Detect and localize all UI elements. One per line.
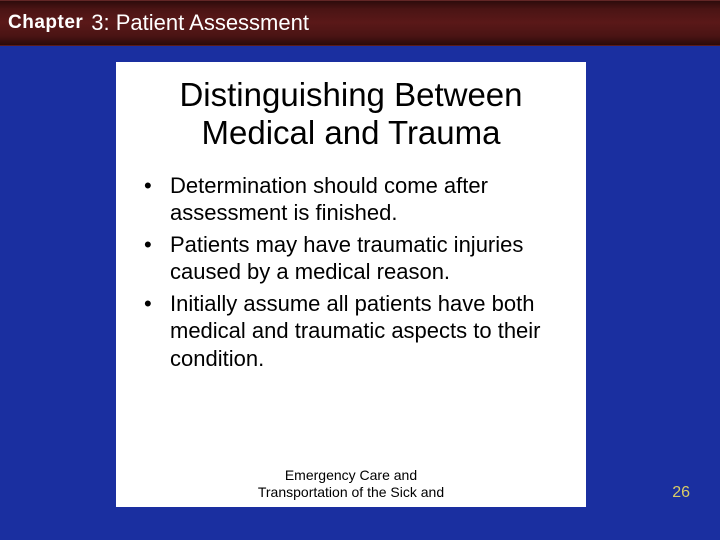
bullet-item: Determination should come after assessme… <box>144 172 562 227</box>
chapter-label: Chapter <box>8 12 83 34</box>
content-card: Distinguishing Between Medical and Traum… <box>116 62 586 507</box>
bullet-item: Patients may have traumatic injuries cau… <box>144 231 562 286</box>
chapter-title: 3: Patient Assessment <box>91 10 309 36</box>
footer-line: Transportation of the Sick and <box>116 484 586 501</box>
slide-title: Distinguishing Between Medical and Traum… <box>140 76 562 152</box>
header-bar: Chapter 3: Patient Assessment <box>0 0 720 46</box>
page-number: 26 <box>672 484 690 502</box>
bullet-item: Initially assume all patients have both … <box>144 290 562 373</box>
slide: Chapter 3: Patient Assessment Distinguis… <box>0 0 720 540</box>
bullet-list: Determination should come after assessme… <box>140 172 562 373</box>
footer-line: Emergency Care and <box>116 467 586 484</box>
footer-text: Emergency Care and Transportation of the… <box>116 467 586 501</box>
